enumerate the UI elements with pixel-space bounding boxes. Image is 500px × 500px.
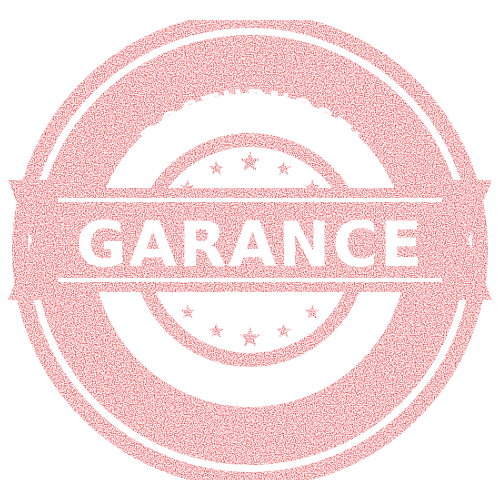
star-icon — [180, 179, 196, 195]
star-icon — [239, 327, 261, 347]
star-icon — [208, 160, 224, 176]
banner — [40, 188, 460, 292]
outer-ring — [12, 12, 488, 488]
star-icon — [276, 160, 292, 176]
banner-text: GARANCE — [76, 208, 424, 281]
bottom-stars — [180, 304, 320, 347]
star-icon — [304, 179, 320, 195]
star-icon — [304, 304, 320, 319]
star-icon — [180, 304, 196, 319]
star-icon — [276, 323, 292, 338]
top-stars — [180, 151, 320, 195]
star-icon — [239, 151, 261, 171]
star-icon — [208, 323, 224, 338]
